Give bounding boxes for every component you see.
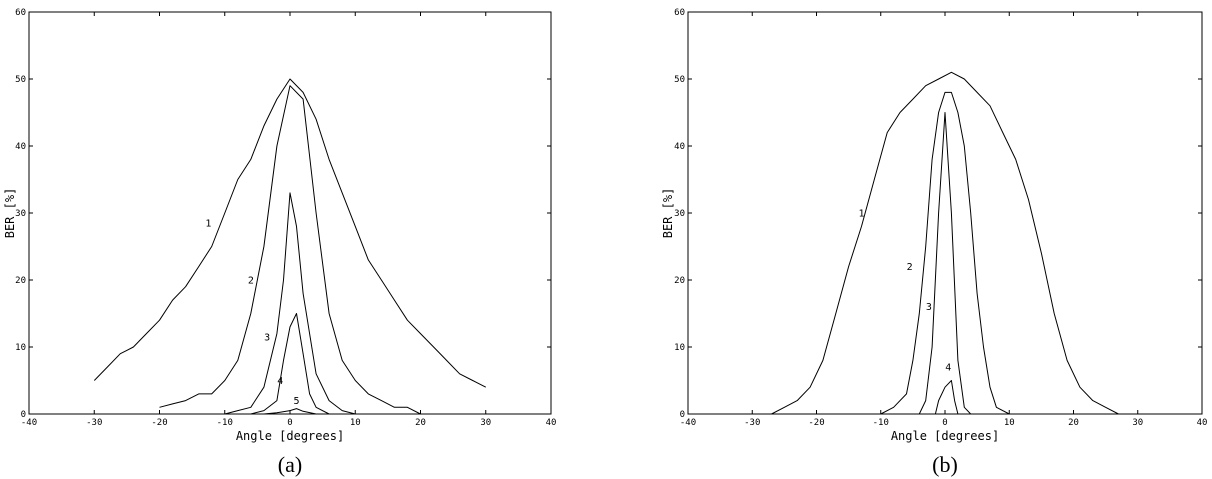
curve-label: 4 [277,376,283,387]
y-tick-label: 10 [674,343,685,353]
x-tick-label: -10 [873,418,889,428]
axis-ticks-a: -40 -30 -20 -10 0 10 20 30 40 0 10 20 30 40 50 60 [15,8,556,428]
y-tick-label: 20 [15,276,26,286]
y-tick-label: 30 [15,209,26,219]
axis-ticks-b: -40 -30 -20 -10 0 10 20 30 40 0 10 20 30 40 50 60 [674,8,1207,428]
curve-labels-b: 1 2 3 4 [858,208,951,373]
plot-frame-b [687,11,1203,415]
y-tick-label: 50 [15,75,26,85]
curve-label: 1 [858,208,864,219]
series-line-a-3 [224,192,356,415]
plot-frame-a [28,11,552,415]
series-line-a-2 [159,85,421,415]
series-line-b-3 [918,112,972,415]
x-tick-label: 0 [287,418,292,428]
x-tick-label: 0 [942,418,947,428]
y-tick-label: 40 [15,142,26,152]
x-tick-label: 10 [1004,418,1015,428]
y-axis-title-b: BER [%] [661,188,675,239]
curve-label: 2 [907,262,913,273]
curve-label: 5 [294,396,300,407]
y-tick-label: 50 [674,75,685,85]
x-tick-label: -20 [151,418,167,428]
x-tick-label: 40 [1197,418,1208,428]
y-tick-label: 60 [15,8,26,18]
curve-label: 2 [248,275,254,286]
curve-label: 4 [945,362,951,373]
series-line-b-2 [880,91,1010,415]
curve-label: 3 [926,302,932,313]
y-tick-label: 0 [680,410,685,420]
y-tick-label: 30 [674,209,685,219]
x-tick-label: 20 [1068,418,1079,428]
series-line-b-1 [771,71,1119,415]
series-line-a-5 [263,408,317,415]
series-group-a [93,78,487,415]
x-tick-label: 10 [350,418,361,428]
x-tick-label: -20 [808,418,824,428]
x-tick-label: -10 [217,418,233,428]
curve-labels-a: 1 2 3 45 [205,218,299,407]
chart-panel-a: -40 -30 -20 -10 0 10 20 30 40 0 10 20 30 40 50 60 1 2 3 45… [3,8,556,477]
caption-b: (b) [932,452,958,477]
curve-label: 1 [205,218,211,229]
y-tick-label: 20 [674,276,685,286]
series-line-a-1 [93,78,487,388]
caption-a: (a) [278,452,302,477]
x-tick-label: 40 [546,418,557,428]
x-tick-label: -40 [680,418,696,428]
x-tick-label: -30 [86,418,102,428]
series-group-b [771,71,1119,415]
y-axis-title-a: BER [%] [3,188,17,239]
x-tick-label: 30 [480,418,491,428]
x-tick-label: 30 [1132,418,1143,428]
y-tick-label: 0 [21,410,26,420]
series-line-a-4 [250,313,330,415]
x-axis-title-a: Angle [degrees] [236,429,344,443]
curve-label: 3 [264,332,270,343]
y-tick-label: 40 [674,142,685,152]
x-axis-title-b: Angle [degrees] [891,429,999,443]
y-tick-label: 60 [674,8,685,18]
x-tick-label: -40 [21,418,37,428]
x-tick-label: -30 [744,418,760,428]
x-tick-label: 20 [415,418,426,428]
y-tick-label: 10 [15,343,26,353]
series-line-b-4 [934,380,959,415]
